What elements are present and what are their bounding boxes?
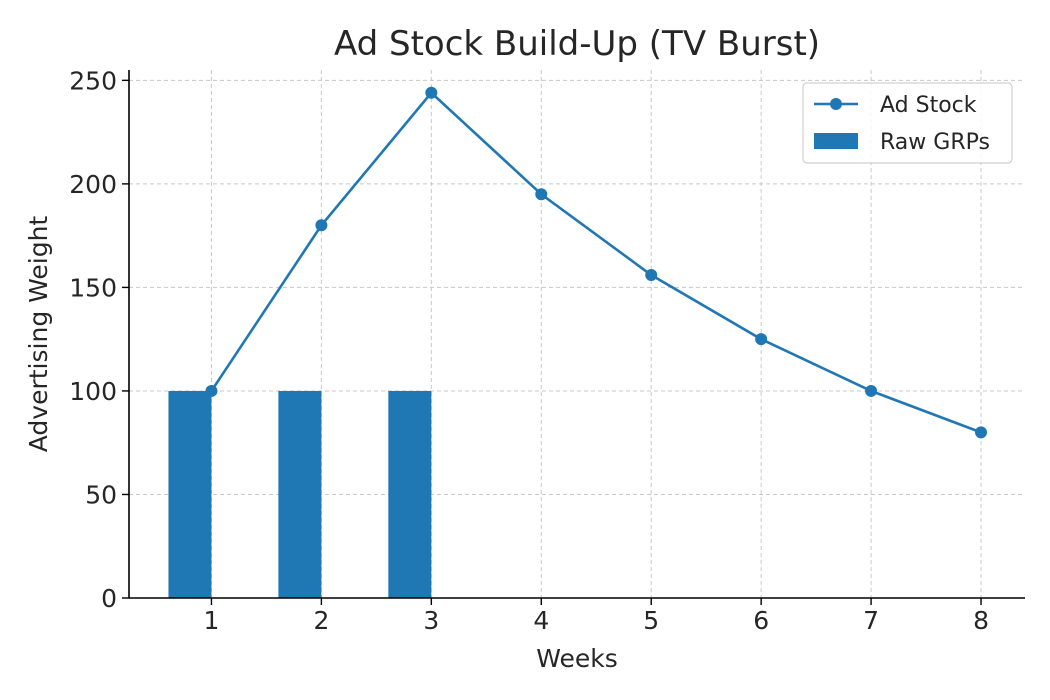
y-tick-label: 50	[85, 480, 117, 509]
chart-title: Ad Stock Build-Up (TV Burst)	[334, 24, 820, 64]
x-tick-label: 6	[753, 606, 769, 635]
legend-label-raw-grps: Raw GRPs	[880, 130, 990, 155]
line-layer	[205, 86, 988, 439]
y-tick-label: 250	[69, 66, 117, 95]
y-tick-label: 100	[69, 377, 117, 406]
line-ad-stock	[210, 90, 982, 434]
point-ad-stock	[645, 268, 658, 281]
bar-raw-grps	[388, 390, 432, 598]
x-axis-label: Weeks	[536, 644, 618, 673]
point-ad-stock	[755, 333, 768, 346]
point-ad-stock	[535, 188, 548, 201]
y-tick-label: 150	[69, 273, 117, 302]
x-tick-label: 8	[973, 606, 989, 635]
x-tick-label: 5	[643, 606, 659, 635]
y-tick-label: 200	[69, 170, 117, 199]
legend-bar-sample	[814, 133, 858, 149]
point-ad-stock	[315, 219, 328, 232]
axes-layer	[128, 70, 1025, 599]
x-tick-label: 2	[313, 606, 329, 635]
bar-raw-grps	[278, 390, 322, 598]
point-ad-stock	[865, 384, 878, 397]
x-tick-label: 7	[863, 606, 879, 635]
x-tick-label: 1	[204, 606, 220, 635]
legend-marker-sample	[830, 98, 842, 110]
y-tick-label: 0	[101, 584, 117, 613]
x-tick-label: 3	[423, 606, 439, 635]
x-tick-label: 4	[533, 606, 549, 635]
y-axis-label: Advertising Weight	[24, 216, 53, 453]
point-ad-stock	[425, 86, 438, 99]
bar-raw-grps	[168, 390, 212, 598]
ticks-layer: 0 50 100 150 200 250 1 2 3 4 5 6 7 8	[69, 66, 989, 635]
point-ad-stock	[975, 426, 988, 439]
point-ad-stock	[205, 384, 218, 397]
legend: Ad Stock Raw GRPs	[802, 82, 1013, 164]
bars-layer	[168, 390, 432, 598]
legend-label-ad-stock: Ad Stock	[880, 93, 977, 118]
